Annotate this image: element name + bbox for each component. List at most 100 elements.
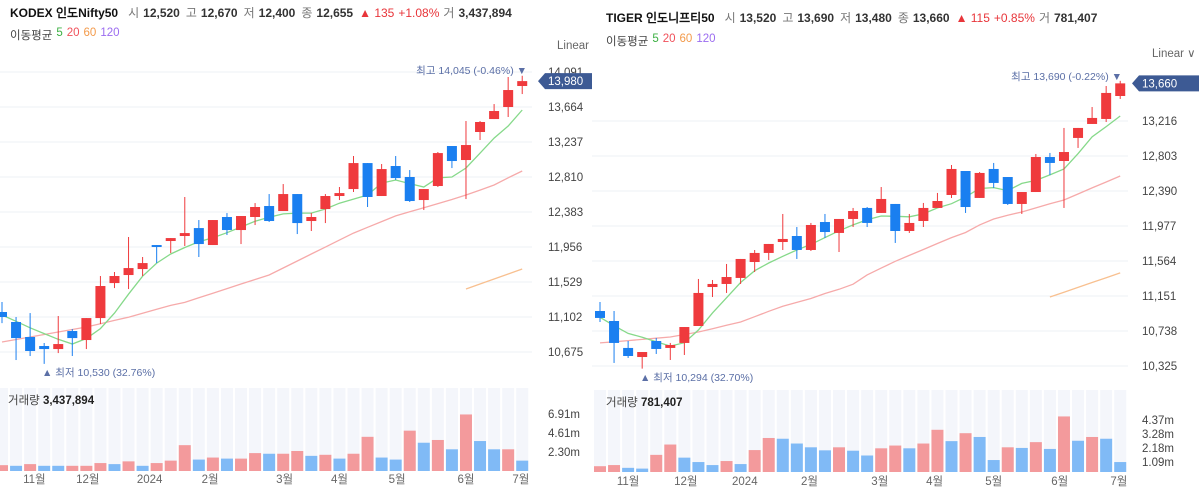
candle-body bbox=[932, 201, 943, 208]
x-axis-label: 7월 bbox=[512, 473, 529, 486]
candle bbox=[623, 341, 634, 358]
right-scale-mode-dropdown[interactable]: Linear ∨ bbox=[1152, 48, 1196, 60]
volume-column-bg bbox=[594, 390, 606, 472]
ma60-label[interactable]: 60 bbox=[83, 27, 97, 39]
candle-body bbox=[151, 245, 162, 247]
candle-body bbox=[25, 337, 36, 352]
volume-bar bbox=[277, 453, 290, 471]
volume-column-bg bbox=[192, 388, 205, 471]
candle bbox=[763, 243, 774, 260]
candle bbox=[791, 227, 802, 259]
candle-body bbox=[918, 207, 929, 221]
volume-title: 거래량 781,407 bbox=[606, 396, 683, 409]
ma60-label[interactable]: 60 bbox=[679, 33, 693, 45]
candle-body bbox=[1058, 152, 1069, 161]
candle bbox=[1058, 127, 1069, 208]
volume-bar bbox=[1100, 438, 1113, 472]
candle-body bbox=[236, 216, 247, 231]
price-tick-label: 10,325 bbox=[1142, 361, 1177, 373]
candle-body bbox=[623, 347, 634, 356]
volume-bar bbox=[1001, 447, 1014, 472]
volume-column-bg bbox=[650, 390, 663, 472]
candle bbox=[292, 194, 303, 235]
candle-body bbox=[53, 344, 64, 350]
volume-tick-label: 6.91m bbox=[548, 409, 580, 421]
open-value: 13,520 bbox=[739, 11, 777, 25]
volume-bar bbox=[818, 450, 831, 472]
candle bbox=[334, 187, 345, 201]
price-tick-label: 13,237 bbox=[548, 137, 583, 149]
volume-bar bbox=[164, 460, 177, 471]
right-moving-average-legend[interactable]: 이동평균 5 20 60 120 bbox=[606, 33, 716, 49]
candle-body bbox=[749, 252, 760, 263]
volume-bar bbox=[220, 458, 233, 471]
ma120-label[interactable]: 120 bbox=[696, 33, 716, 45]
candle-body bbox=[320, 196, 331, 210]
volume-column-bg bbox=[706, 390, 719, 472]
candle bbox=[1002, 177, 1013, 205]
x-axis-label: 2월 bbox=[801, 475, 818, 488]
volume-bar bbox=[1086, 436, 1099, 472]
volume-bar bbox=[1029, 442, 1042, 472]
volume-bar bbox=[594, 466, 606, 472]
candle bbox=[1101, 86, 1112, 123]
volume-bar bbox=[861, 455, 874, 472]
volume-column-bg bbox=[277, 388, 290, 471]
x-axis-label: 2024 bbox=[732, 476, 758, 488]
volume-bar bbox=[875, 448, 888, 472]
candle-body bbox=[489, 111, 500, 120]
close-label: 종 bbox=[301, 6, 313, 20]
ma5-label[interactable]: 5 bbox=[56, 27, 63, 39]
volume-tick-label: 4.61m bbox=[548, 428, 580, 440]
volume-column-bg bbox=[235, 388, 248, 471]
volume-bar bbox=[474, 441, 487, 471]
volume-bar bbox=[1043, 448, 1056, 472]
volume-column-bg bbox=[608, 390, 621, 472]
volume-bar bbox=[833, 447, 846, 472]
candle-body bbox=[95, 286, 106, 319]
ma120-label[interactable]: 120 bbox=[100, 27, 120, 39]
volume-column-bg bbox=[1114, 390, 1127, 472]
ma20-label[interactable]: 20 bbox=[66, 27, 80, 39]
candle bbox=[25, 313, 36, 357]
volume-bar bbox=[790, 443, 803, 472]
candle-body bbox=[1016, 192, 1027, 204]
candle-body bbox=[221, 217, 232, 231]
price-tick-label: 11,977 bbox=[1142, 221, 1176, 233]
volume-column-bg bbox=[0, 388, 8, 471]
volume-column-bg bbox=[861, 390, 874, 472]
volume-bar bbox=[776, 438, 789, 472]
ma5-label[interactable]: 5 bbox=[652, 33, 659, 45]
candle bbox=[306, 213, 317, 232]
x-axis-label: 6월 bbox=[457, 473, 474, 486]
volume-bar bbox=[136, 465, 149, 471]
candle bbox=[609, 311, 620, 363]
volume-bar bbox=[1072, 440, 1085, 472]
volume-bar bbox=[1114, 462, 1127, 472]
candle bbox=[1087, 107, 1098, 124]
candle bbox=[819, 213, 830, 238]
volume-bar bbox=[488, 449, 501, 471]
volume-bar bbox=[903, 448, 916, 472]
low-label: 저 bbox=[840, 11, 852, 25]
volume-label: 거 bbox=[443, 6, 455, 20]
left-moving-average-legend[interactable]: 이동평균 5 20 60 120 bbox=[10, 27, 120, 43]
ma-label: 이동평균 bbox=[606, 36, 649, 48]
volume-column-bg bbox=[66, 388, 79, 471]
volume-column-bg bbox=[678, 390, 691, 472]
candle bbox=[151, 245, 162, 264]
candle-body bbox=[250, 207, 261, 217]
ma20-label[interactable]: 20 bbox=[662, 33, 676, 45]
volume-tick-label: 2.18m bbox=[1142, 443, 1174, 455]
left-scale-mode-button[interactable]: Linear bbox=[557, 40, 589, 52]
volume-bar bbox=[291, 450, 304, 471]
candle bbox=[665, 342, 676, 360]
min-price-annotation: ▲ 최저 10,530 (32.76%) bbox=[42, 367, 155, 379]
candle-body bbox=[1030, 157, 1041, 193]
candle bbox=[848, 207, 859, 228]
ma60-line bbox=[1049, 272, 1121, 298]
volume-bar bbox=[445, 449, 458, 471]
volume-column-bg bbox=[136, 388, 149, 471]
volume-bar bbox=[1057, 416, 1070, 472]
